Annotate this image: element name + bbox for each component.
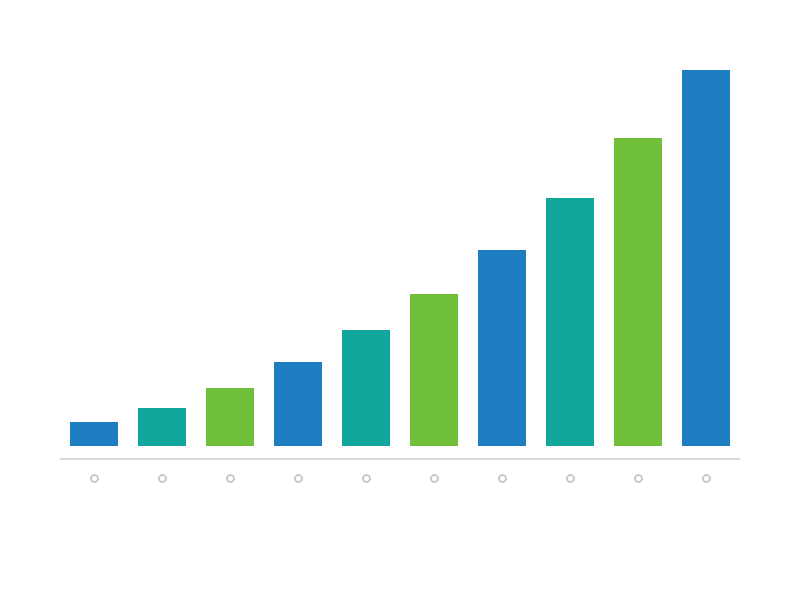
baseline-line [60,458,740,460]
plot-area [60,60,740,460]
tick-circle-icon [158,474,167,483]
tick-slot [672,474,740,483]
tick-circle-icon [226,474,235,483]
bar-slot [400,294,468,446]
x-axis-tick-markers [60,474,740,483]
bar-slot [196,388,264,446]
bar [682,70,730,446]
bar [410,294,458,446]
bar-chart [0,0,800,600]
bar [342,330,390,446]
tick-slot [128,474,196,483]
bar [274,362,322,446]
tick-slot [468,474,536,483]
bars-group [60,60,740,446]
tick-slot [196,474,264,483]
bar-slot [604,138,672,446]
tick-circle-icon [566,474,575,483]
bar-slot [128,408,196,446]
tick-slot [400,474,468,483]
tick-slot [332,474,400,483]
bar-slot [672,70,740,446]
bar [546,198,594,446]
bar-slot [536,198,604,446]
bar-slot [264,362,332,446]
tick-circle-icon [702,474,711,483]
tick-circle-icon [498,474,507,483]
tick-slot [536,474,604,483]
tick-slot [604,474,672,483]
bar [478,250,526,446]
tick-slot [264,474,332,483]
bar [138,408,186,446]
tick-circle-icon [430,474,439,483]
tick-circle-icon [90,474,99,483]
bar-slot [332,330,400,446]
bar-slot [60,422,128,446]
tick-circle-icon [362,474,371,483]
bar-slot [468,250,536,446]
tick-circle-icon [634,474,643,483]
tick-circle-icon [294,474,303,483]
tick-slot [60,474,128,483]
bar [70,422,118,446]
bar [206,388,254,446]
bar [614,138,662,446]
